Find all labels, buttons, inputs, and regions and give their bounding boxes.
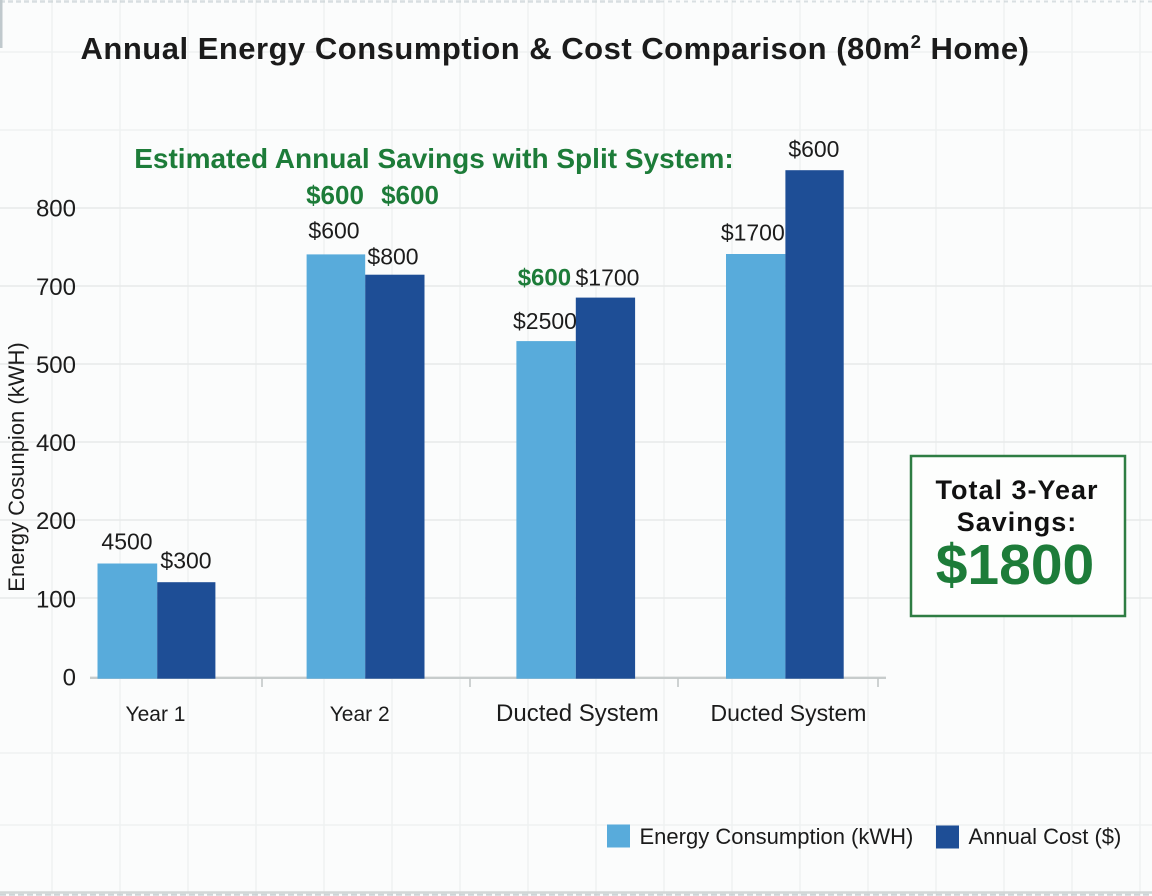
- svg-text:$1800: $1800: [936, 533, 1095, 597]
- svg-text:$1700: $1700: [721, 220, 785, 246]
- svg-text:Ducted System: Ducted System: [496, 700, 659, 727]
- svg-text:4500: 4500: [101, 529, 152, 555]
- svg-text:Energy Consumption (kWH): Energy Consumption (kWH): [640, 824, 914, 849]
- svg-text:500: 500: [36, 352, 76, 379]
- svg-text:400: 400: [36, 430, 76, 457]
- svg-text:$600: $600: [308, 217, 359, 243]
- svg-text:700: 700: [36, 274, 76, 301]
- svg-text:$1700: $1700: [576, 265, 640, 291]
- svg-text:Total 3-Year: Total 3-Year: [935, 475, 1098, 505]
- svg-text:Energy Cosunpion (kWH): Energy Cosunpion (kWH): [4, 342, 29, 591]
- svg-text:$600: $600: [518, 265, 571, 292]
- svg-text:$300: $300: [160, 547, 211, 573]
- svg-text:$2500: $2500: [513, 308, 577, 334]
- svg-text:$600: $600: [306, 180, 364, 210]
- svg-text:Annual Energy Consumption & Co: Annual Energy Consumption & Cost Compari…: [81, 31, 1030, 66]
- svg-text:800: 800: [36, 196, 76, 223]
- svg-text:$800: $800: [367, 244, 418, 270]
- svg-text:Estimated Annual Savings with: Estimated Annual Savings with Split Syst…: [134, 143, 734, 174]
- svg-text:Annual Cost ($): Annual Cost ($): [969, 824, 1122, 849]
- svg-text:0: 0: [63, 665, 76, 692]
- svg-text:Savings:: Savings:: [957, 507, 1078, 537]
- svg-text:Year 2: Year 2: [330, 703, 390, 726]
- svg-text:200: 200: [36, 508, 76, 535]
- svg-text:$600: $600: [788, 136, 839, 162]
- svg-text:100: 100: [36, 586, 76, 613]
- svg-text:$600: $600: [381, 180, 439, 210]
- svg-text:Year 1: Year 1: [126, 703, 186, 726]
- svg-text:Ducted System: Ducted System: [711, 700, 867, 726]
